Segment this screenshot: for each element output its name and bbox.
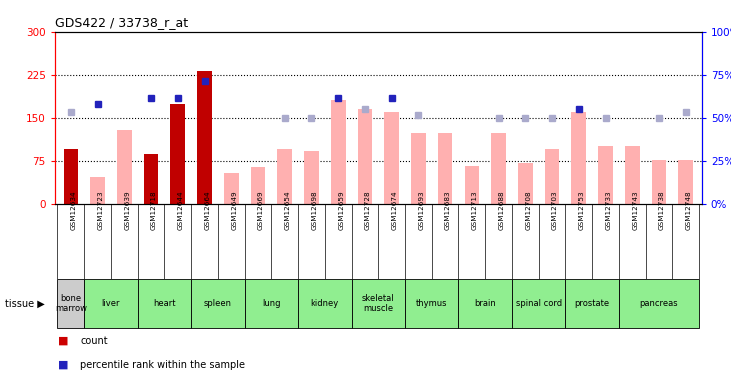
- Bar: [197, 71, 212, 204]
- Text: kidney: kidney: [311, 299, 339, 308]
- Bar: [491, 132, 506, 204]
- Text: GSM12634: GSM12634: [71, 190, 77, 230]
- Text: GSM12639: GSM12639: [124, 190, 130, 230]
- Bar: [64, 148, 78, 204]
- Text: ■: ■: [58, 360, 69, 370]
- Bar: [137, 279, 192, 328]
- Text: GSM12733: GSM12733: [605, 190, 612, 230]
- Bar: [619, 279, 699, 328]
- Text: lung: lung: [262, 299, 281, 308]
- Bar: [598, 146, 613, 204]
- Bar: [277, 148, 292, 204]
- Text: GSM12718: GSM12718: [151, 190, 157, 230]
- Bar: [572, 112, 586, 204]
- Text: count: count: [80, 336, 108, 346]
- Bar: [117, 130, 132, 204]
- Bar: [458, 279, 512, 328]
- Text: GSM12728: GSM12728: [365, 190, 371, 230]
- Text: pancreas: pancreas: [640, 299, 678, 308]
- Text: GSM12674: GSM12674: [392, 190, 398, 230]
- Bar: [625, 146, 640, 204]
- Text: percentile rank within the sample: percentile rank within the sample: [80, 360, 246, 370]
- Bar: [565, 279, 619, 328]
- Bar: [90, 177, 105, 204]
- Bar: [464, 166, 480, 204]
- Text: liver: liver: [102, 299, 120, 308]
- Bar: [170, 104, 185, 204]
- Bar: [245, 279, 298, 328]
- Text: GSM12753: GSM12753: [579, 190, 585, 230]
- Text: prostate: prostate: [575, 299, 610, 308]
- Bar: [84, 279, 137, 328]
- Text: GSM12664: GSM12664: [205, 190, 211, 230]
- Text: GSM12644: GSM12644: [178, 190, 183, 230]
- Bar: [144, 154, 159, 204]
- Bar: [357, 110, 372, 204]
- Text: GSM12708: GSM12708: [526, 190, 531, 230]
- Text: GSM12693: GSM12693: [418, 190, 425, 230]
- Text: GSM12669: GSM12669: [258, 190, 264, 230]
- Bar: [651, 159, 667, 204]
- Text: heart: heart: [154, 299, 175, 308]
- Bar: [518, 163, 533, 204]
- Text: GSM12688: GSM12688: [499, 190, 504, 230]
- Text: GSM12713: GSM12713: [471, 190, 478, 230]
- Text: GSM12654: GSM12654: [285, 190, 291, 230]
- Bar: [512, 279, 565, 328]
- Text: GSM12649: GSM12649: [231, 190, 238, 230]
- Text: GDS422 / 33738_r_at: GDS422 / 33738_r_at: [55, 16, 188, 29]
- Bar: [385, 112, 399, 204]
- Text: thymus: thymus: [416, 299, 447, 308]
- Bar: [304, 152, 319, 204]
- Bar: [192, 279, 245, 328]
- Bar: [678, 159, 693, 204]
- Bar: [405, 279, 458, 328]
- Text: GSM12743: GSM12743: [632, 190, 638, 230]
- Bar: [298, 279, 352, 328]
- Text: GSM12748: GSM12748: [686, 190, 692, 230]
- Text: bone
marrow: bone marrow: [55, 294, 87, 314]
- Bar: [331, 100, 346, 204]
- Text: GSM12738: GSM12738: [659, 190, 665, 230]
- Text: spleen: spleen: [204, 299, 232, 308]
- Text: GSM12659: GSM12659: [338, 190, 344, 230]
- Text: ■: ■: [58, 336, 69, 346]
- Text: spinal cord: spinal cord: [515, 299, 561, 308]
- Bar: [224, 173, 238, 204]
- Text: tissue ▶: tissue ▶: [5, 299, 45, 309]
- Text: GSM12723: GSM12723: [98, 190, 104, 230]
- Bar: [251, 167, 265, 204]
- Bar: [438, 132, 452, 204]
- Text: GSM12703: GSM12703: [552, 190, 558, 230]
- Text: GSM12698: GSM12698: [311, 190, 317, 230]
- Bar: [411, 132, 425, 204]
- Text: skeletal
muscle: skeletal muscle: [362, 294, 395, 314]
- Bar: [545, 148, 559, 204]
- Bar: [352, 279, 405, 328]
- Bar: [58, 279, 84, 328]
- Text: brain: brain: [474, 299, 496, 308]
- Text: GSM12683: GSM12683: [445, 190, 451, 230]
